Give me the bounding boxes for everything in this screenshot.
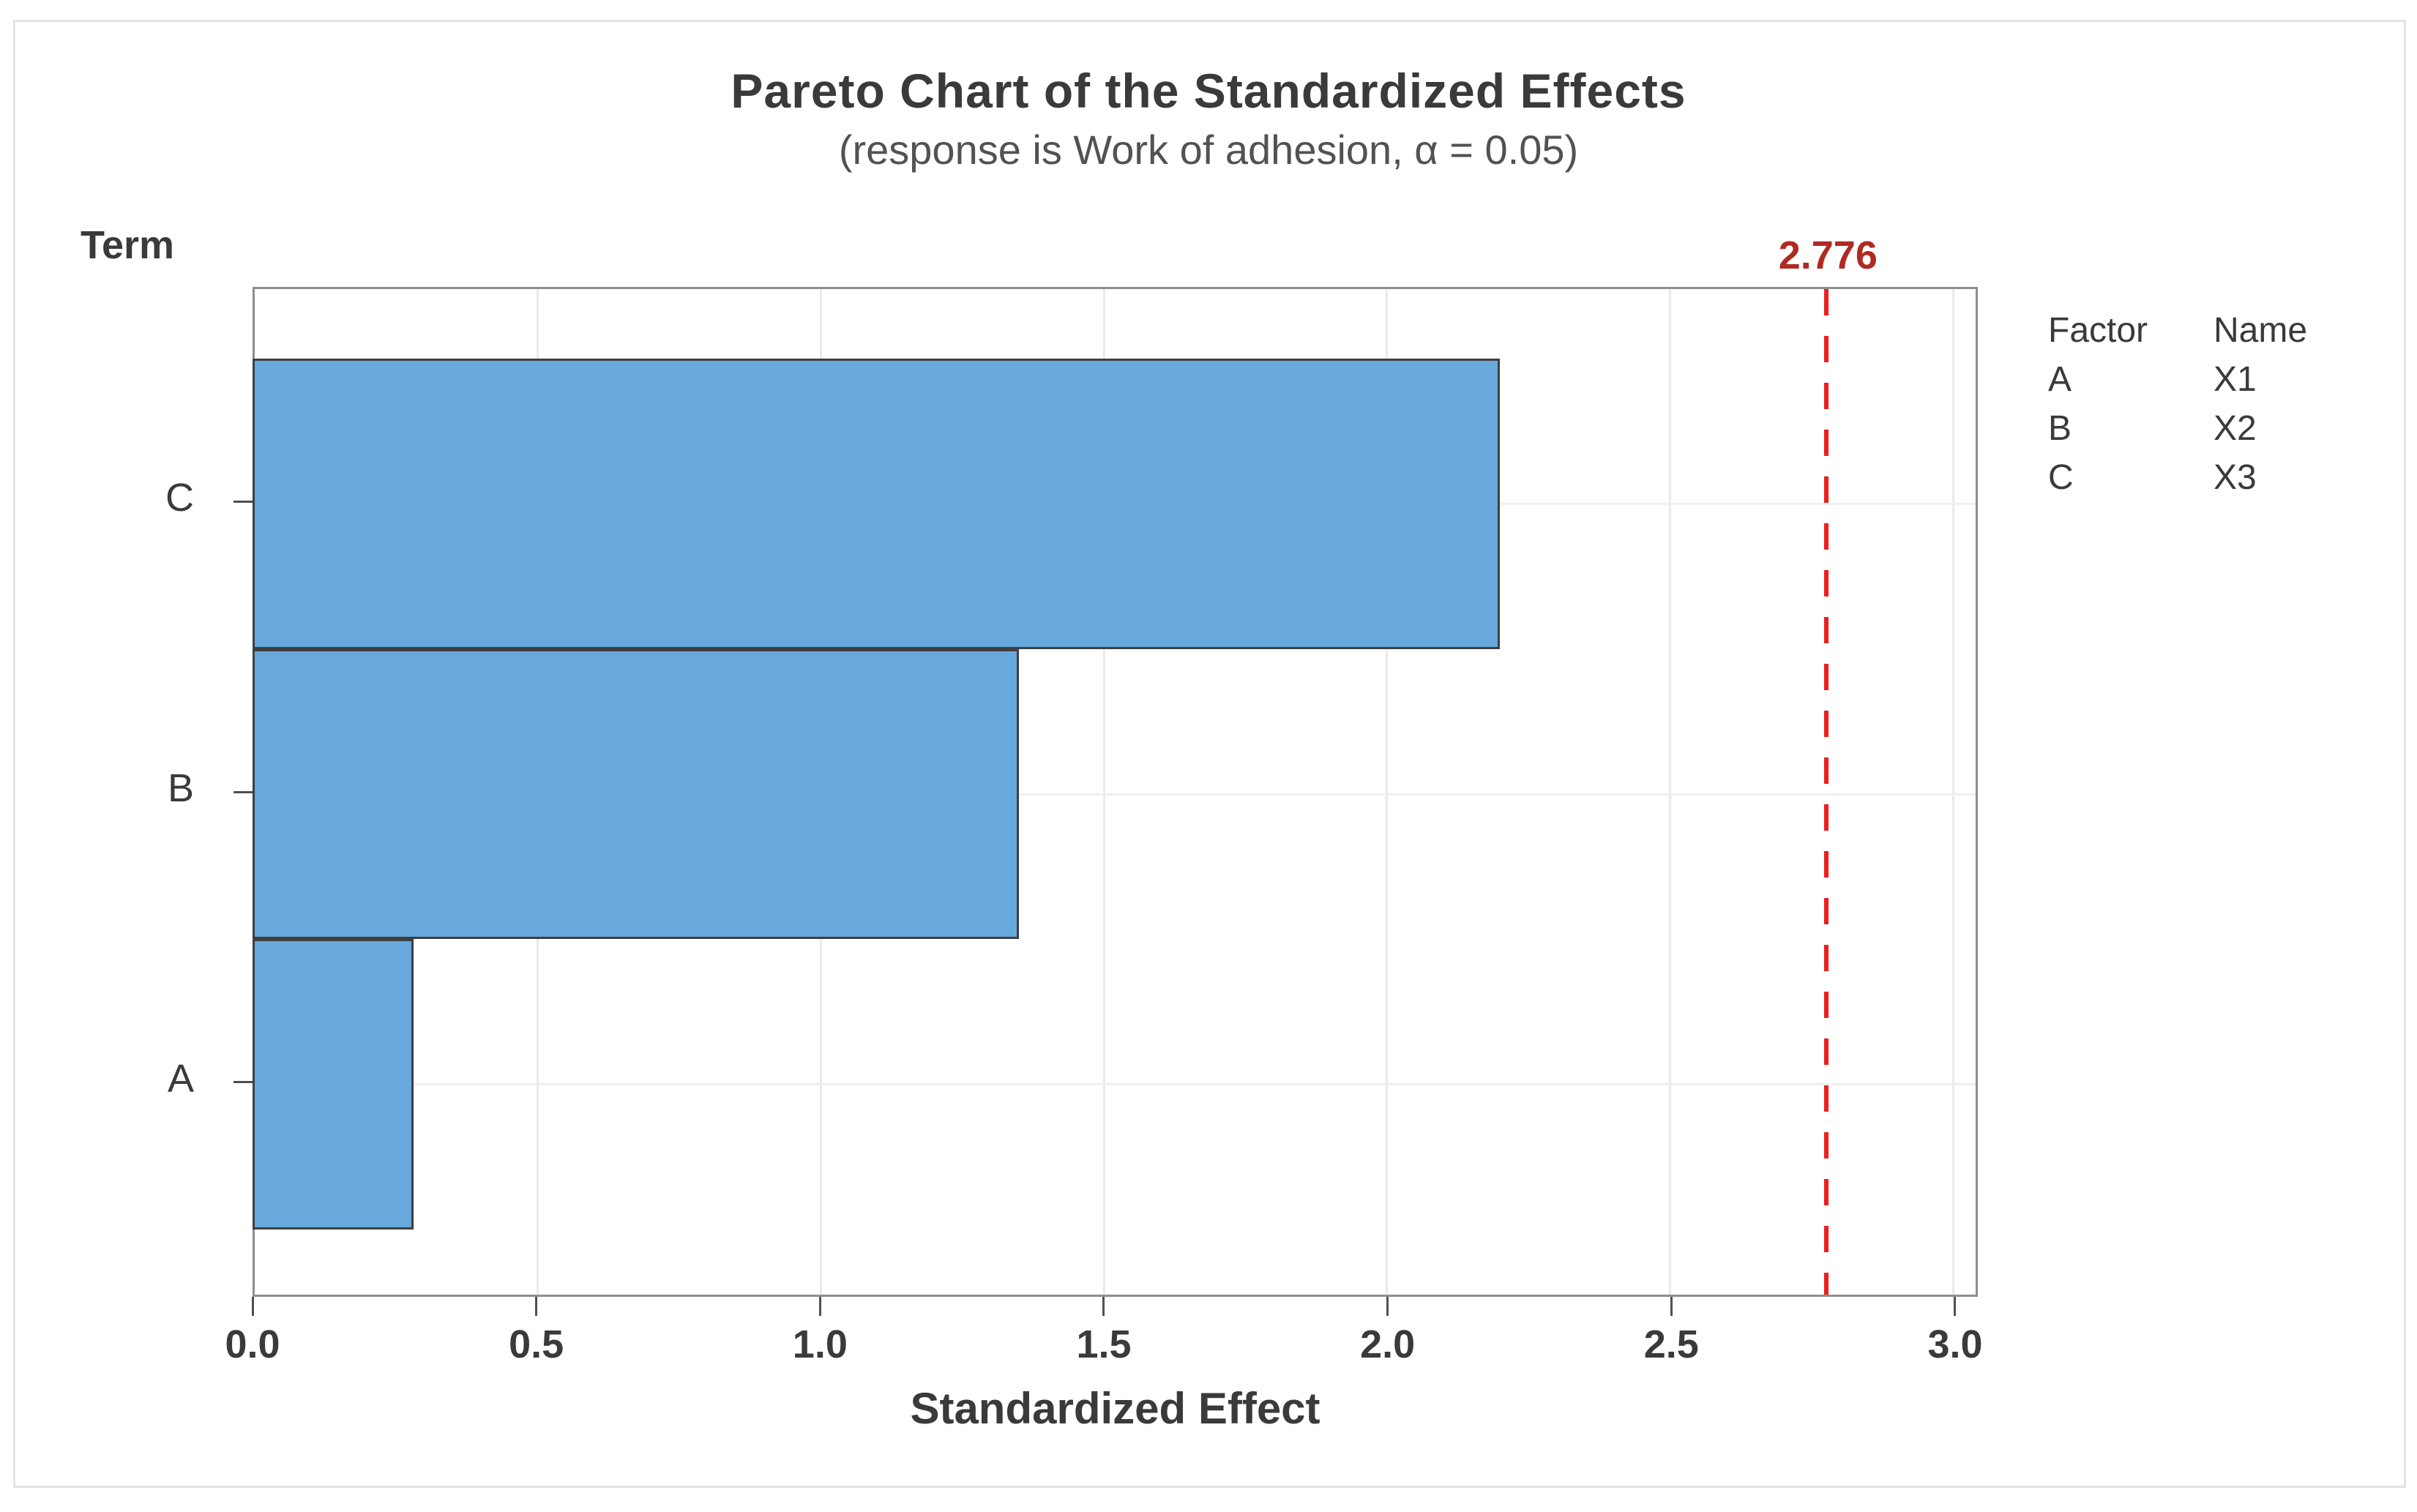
gridline-y-B [255, 793, 1976, 796]
x-tick-label-1.0: 1.0 [792, 1322, 848, 1366]
x-tick-label-1.5: 1.5 [1076, 1322, 1132, 1366]
y-axis-title: Term [81, 223, 175, 267]
x-tick-0.5 [535, 1297, 538, 1316]
x-axis-title: Standardized Effect [910, 1384, 1320, 1433]
x-tick-label-3.0: 3.0 [1927, 1322, 1983, 1366]
gridline-x-2.5 [1668, 289, 1671, 1295]
category-label-C: C [165, 476, 194, 520]
category-label-A: A [167, 1056, 194, 1101]
y-tick-C [234, 500, 253, 503]
gridline-x-2.0 [1386, 289, 1389, 1295]
x-tick-0.0 [251, 1297, 254, 1316]
gridline-x-3.0 [1951, 289, 1954, 1295]
x-tick-2.0 [1386, 1297, 1389, 1316]
x-tick-1.0 [818, 1297, 821, 1316]
x-tick-label-0.5: 0.5 [509, 1322, 564, 1366]
bar-B [253, 648, 1020, 940]
legend-name-C: X3 [2214, 458, 2257, 497]
y-tick-B [234, 790, 253, 793]
legend-header-name: Name [2214, 311, 2308, 350]
category-label-B: B [167, 766, 194, 810]
reference-line [1823, 289, 1828, 1295]
legend-factor-C: C [2048, 458, 2074, 497]
legend-header-factor: Factor [2048, 311, 2148, 350]
plot-area [253, 287, 1978, 1297]
reference-line-label: 2.776 [1778, 233, 1878, 277]
chart-title: Pareto Chart of the Standardized Effects [731, 64, 1686, 118]
legend-name-A: X1 [2214, 360, 2257, 399]
legend-factor-B: B [2048, 409, 2072, 448]
x-tick-label-2.5: 2.5 [1643, 1322, 1699, 1366]
x-tick-label-2.0: 2.0 [1360, 1322, 1416, 1366]
x-tick-label-0.0: 0.0 [225, 1322, 280, 1366]
legend-name-B: X2 [2214, 409, 2257, 448]
x-tick-1.5 [1102, 1297, 1105, 1316]
legend-factor-A: A [2048, 360, 2072, 399]
x-tick-2.5 [1670, 1297, 1673, 1316]
x-tick-3.0 [1954, 1297, 1957, 1316]
gridline-x-1.5 [1102, 289, 1105, 1295]
y-tick-A [234, 1081, 253, 1084]
bar-A [253, 939, 414, 1230]
gridline-y-A [255, 1083, 1976, 1086]
chart-subtitle: (response is Work of adhesion, α = 0.05) [838, 127, 1579, 173]
bar-C [253, 359, 1501, 649]
factor-name-legend: Factor Name A X1 B X2 C X3 [2048, 306, 2307, 502]
